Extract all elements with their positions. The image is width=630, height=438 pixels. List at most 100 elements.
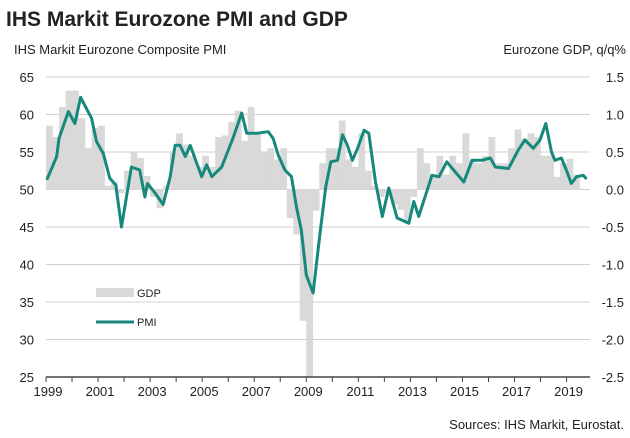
- gdp-bar: [46, 125, 53, 190]
- left-tick-label: 25: [20, 370, 34, 385]
- gdp-bar: [358, 133, 366, 190]
- legend-pmi-label: PMI: [137, 317, 157, 329]
- gdp-bar: [403, 189, 411, 224]
- gdp-bar: [234, 110, 242, 190]
- gdp-bar: [351, 167, 359, 190]
- gdp-bar: [410, 189, 418, 197]
- gdp-bar: [286, 189, 294, 218]
- gdp-bar: [130, 152, 138, 190]
- gdp-bar: [468, 159, 476, 190]
- gdp-bar: [312, 189, 320, 211]
- x-tick-label: 2005: [190, 384, 219, 399]
- left-tick-label: 60: [20, 108, 34, 123]
- gdp-bar: [429, 174, 437, 190]
- gdp-bar: [59, 107, 66, 190]
- left-tick-label: 35: [20, 295, 34, 310]
- gdp-bar: [423, 163, 431, 190]
- right-axis-title: Eurozone GDP, q/q%: [503, 42, 626, 57]
- right-tick-label: -1.0: [602, 258, 624, 273]
- gdp-bar: [260, 152, 268, 190]
- right-tick-label: 1.5: [606, 70, 624, 85]
- gdp-bar: [254, 133, 262, 190]
- x-tick-label: 2013: [398, 384, 427, 399]
- x-tick-label: 2003: [138, 384, 167, 399]
- gdp-bar: [91, 128, 99, 190]
- gdp-bar: [104, 185, 112, 190]
- gdp-bar: [501, 163, 509, 190]
- legend-gdp-label: GDP: [137, 288, 161, 300]
- x-tick-label: 2011: [346, 384, 374, 399]
- axes: 65 60 55 50 45 40 35 30 25 1.5 1.0 0.5 0.0 -0.5 -1.0 -1…: [20, 70, 624, 399]
- gdp-bar: [85, 148, 92, 190]
- gdp-bar: [195, 167, 203, 190]
- gdp-bar: [416, 148, 424, 190]
- gdp-bar: [481, 155, 489, 190]
- gdp-bar: [65, 90, 73, 190]
- right-tick-label: -2.5: [602, 370, 624, 385]
- gdp-bar: [449, 155, 457, 190]
- gdp-bar: [560, 163, 567, 190]
- legend: GDP PMI: [96, 288, 161, 329]
- pmi-line-group: [45, 95, 588, 295]
- left-tick-label: 40: [20, 258, 34, 273]
- gdp-bar: [442, 174, 450, 190]
- right-tick-label: 0.0: [606, 183, 624, 198]
- gdp-bar: [182, 144, 190, 190]
- gdp-bar: [247, 107, 255, 190]
- x-tick-label: 2001: [86, 384, 115, 399]
- gdp-bar: [390, 189, 398, 205]
- left-axis-title: IHS Markit Eurozone Composite PMI: [14, 42, 226, 57]
- gdp-bar: [332, 148, 340, 190]
- gdp-bar: [169, 152, 177, 190]
- gdp-bar: [267, 148, 275, 190]
- right-tick-label: -0.5: [602, 220, 624, 235]
- x-tick-label: 2009: [294, 384, 323, 399]
- x-tick-label: 2019: [554, 384, 583, 399]
- gdp-bar: [553, 176, 561, 190]
- gdp-bar: [514, 129, 522, 190]
- right-tick-label: 1.0: [606, 108, 624, 123]
- gdp-bar: [117, 189, 125, 194]
- gdp-bar: [72, 90, 79, 190]
- gdp-bar: [241, 140, 249, 190]
- gdp-bar: [345, 159, 353, 190]
- gdp-bar: [202, 155, 209, 190]
- source-note: Sources: IHS Markit, Eurostat.: [449, 417, 624, 432]
- gdp-bar: [377, 189, 385, 197]
- x-tick-label: 1999: [34, 384, 63, 399]
- gdp-bar: [228, 122, 236, 190]
- gdp-bar: [189, 155, 196, 190]
- gdp-bar: [475, 163, 483, 190]
- left-tick-label: 65: [20, 70, 34, 85]
- x-tick-label: 2015: [450, 384, 479, 399]
- chart-title: IHS Markit Eurozone PMI and GDP: [6, 8, 348, 31]
- gdp-bar: [215, 137, 222, 190]
- x-tick-label: 2017: [502, 384, 531, 399]
- left-tick-label: 45: [20, 220, 34, 235]
- gdp-bar: [566, 158, 574, 190]
- gdp-bars: [46, 90, 580, 377]
- gdp-bar: [52, 137, 60, 190]
- x-tick-label: 2007: [242, 384, 271, 399]
- gdp-bar: [547, 155, 554, 190]
- gdp-bar: [540, 155, 548, 190]
- gdp-bar: [273, 159, 281, 190]
- gdp-bar: [338, 120, 346, 190]
- gdp-bar: [364, 170, 372, 190]
- legend-gdp-swatch: [96, 288, 134, 297]
- right-tick-label: -1.5: [602, 295, 624, 310]
- gdp-bar: [462, 133, 470, 190]
- gdp-bar: [494, 163, 502, 190]
- gdp-bar: [221, 135, 229, 190]
- gdp-bar: [98, 125, 105, 190]
- gdp-bar: [521, 138, 528, 190]
- gdp-bar: [319, 163, 327, 190]
- left-tick-label: 30: [20, 333, 34, 348]
- gdp-bar: [573, 174, 580, 190]
- left-tick-label: 50: [20, 183, 34, 198]
- gdp-bar: [124, 170, 131, 190]
- gdp-bar: [176, 133, 183, 190]
- gdp-bar: [208, 167, 216, 190]
